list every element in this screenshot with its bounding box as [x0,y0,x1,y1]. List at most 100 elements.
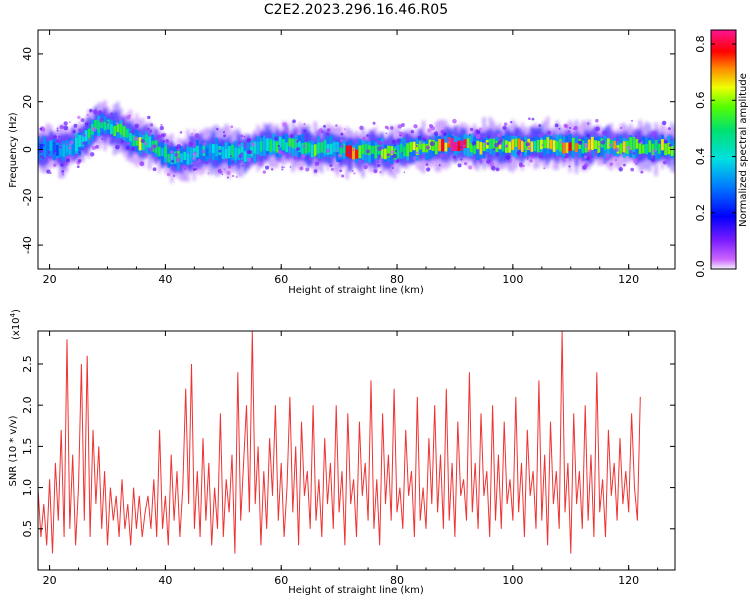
spectrogram-speckle [119,118,122,121]
spectrogram-speckles [39,108,672,179]
spectrogram-speckle [405,135,408,137]
spectrogram-speckle [202,141,207,147]
spectrogram-cell [482,142,486,152]
spectrogram-speckle [426,167,431,172]
spectrogram-speckle [597,145,600,148]
spectrogram-speckle [581,159,584,162]
spectrogram-speckle [231,160,234,163]
spectrogram-speckle [595,118,599,123]
spectrogram-speckle [157,134,162,139]
spectrogram-cell [288,138,292,147]
spectrogram-speckle [554,123,559,128]
spectrogram-speckle [604,156,609,161]
spectrogram-cell [546,137,550,149]
spectrogram-speckle [583,162,589,168]
snr-scale-note: (x104) [9,309,22,340]
spectrogram-speckle [525,142,531,147]
spectrogram-cell [428,139,432,150]
spectrogram-cell [555,141,559,150]
spectrogram-speckle [623,163,626,167]
spectrogram-x-ticks: 20 40 60 80 100 120 [43,30,659,286]
spectrogram-speckle [578,140,583,145]
spectrogram-speckle [101,132,104,135]
snr-x-tick-label: 60 [274,574,288,587]
spectrogram-cell [103,121,107,131]
spectrogram-speckle [341,174,345,178]
spectrogram-speckle [207,172,210,175]
spectrogram-cell [594,140,597,149]
spectrogram-cell [533,141,537,152]
spectrogram-speckle [235,175,238,178]
spectrogram-speckle [626,145,631,150]
spectrogram-cell [469,142,473,153]
spectrogram-cell [49,140,53,151]
spectrogram-speckle [318,128,324,133]
spectrogram-speckle [247,149,252,155]
spectrogram-cell [444,142,448,152]
spectrogram-speckle [191,132,193,135]
spectrogram-speckle [451,133,455,136]
spectrogram-cell [422,143,425,152]
spectrogram-speckle [300,154,306,159]
spectrogram-cell [221,146,225,159]
spectrogram-cell [406,143,410,157]
spectrogram-cell [635,139,639,149]
spectrogram-speckle [205,161,208,165]
spectrogram-speckle [415,151,419,155]
spectrogram-speckle [630,119,634,122]
spectrogram-cell [587,139,591,152]
spectrogram-cell [380,138,384,160]
spectrogram-cell [100,119,104,129]
spectrogram-cell [65,144,69,154]
spectrogram-speckle [130,129,136,134]
spectrogram-speckle [90,152,95,157]
spectrogram-speckle [599,141,602,144]
spectrogram-cell [237,148,241,157]
spectrogram-cell [619,143,623,154]
spectrogram-speckle [494,142,499,148]
spectrogram-cell [272,140,276,152]
spectrogram-speckle [353,172,356,175]
spectrogram-speckle [538,133,543,139]
spectrogram-speckle [484,141,487,144]
spectrogram-speckle [459,146,463,149]
spectrogram-speckle [488,129,491,131]
spectrogram-cell [176,150,180,162]
spectrogram-speckle [653,155,656,159]
spectrogram-speckle [632,152,636,155]
spectrogram-speckle [366,149,370,154]
spectrogram-speckle [86,113,89,117]
spectrogram-cell [43,142,46,151]
colorbar-frame [710,29,737,270]
spectrogram-speckle [490,165,496,171]
spectrogram-cell [670,146,674,156]
spectrogram-speckle [478,127,483,131]
spectrogram-speckle [140,138,145,143]
spectrogram-speckle [528,117,531,121]
spectrogram-speckle [184,168,187,171]
spectrogram-cell [39,143,43,153]
spectrogram-speckle [399,134,402,137]
spectrogram-speckle [426,135,430,140]
spectrogram-speckle [390,126,394,130]
spectrogram-cell [59,145,62,156]
spectrogram-cell [543,139,547,149]
spectrogram-speckle [495,167,500,172]
spectrogram-speckle [522,164,525,168]
spectrogram-speckle [397,124,403,129]
spectrogram-speckle [381,146,384,149]
spectrogram-cell [275,141,279,153]
spectrogram-speckle [440,129,445,134]
spectrogram-speckle [299,166,304,171]
spectrogram-cell [476,140,480,150]
spectrogram-cell [415,144,419,156]
spectrogram-cell [199,146,203,156]
spectrogram-speckle [378,157,382,161]
spectrogram-speckle [489,162,495,167]
spectrogram-speckle [486,142,490,146]
spectrogram-cell [135,137,139,146]
spectrogram-cell [148,136,152,148]
spectrogram-speckle [377,163,381,168]
spectrogram-speckle [468,165,473,170]
spectrogram-speckle [423,136,426,139]
